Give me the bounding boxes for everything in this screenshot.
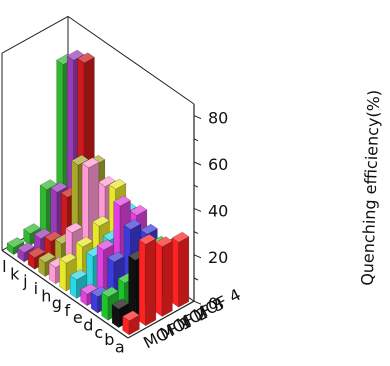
z-tick-label: 0 <box>208 294 218 313</box>
bar-top-face <box>155 236 173 248</box>
z-tick-label: 40 <box>208 201 228 220</box>
chart-bars <box>6 49 190 336</box>
z-minor-tick <box>193 184 199 188</box>
z-minor-tick <box>193 277 199 281</box>
category-label-k: k <box>10 264 20 283</box>
z-tick-label: 60 <box>208 155 228 174</box>
category-label-d: d <box>83 315 93 334</box>
bar-mof4-a <box>171 231 190 308</box>
category-label-b: b <box>104 330 114 349</box>
bar-top-face <box>39 179 58 191</box>
series-label: MOF 4 <box>190 285 244 325</box>
bar-top-face <box>50 181 68 193</box>
bar-top-face <box>113 195 131 207</box>
bar-front-face <box>138 239 146 327</box>
z-tick-mark <box>193 207 202 212</box>
bar-mof3-a <box>155 236 173 317</box>
bar-top-face <box>77 52 95 64</box>
z-minor-tick <box>193 138 199 142</box>
z-minor-tick <box>193 231 199 235</box>
category-label-g: g <box>52 294 62 313</box>
bar-top-face <box>66 49 85 61</box>
bar-top-face <box>96 239 115 251</box>
bar-top-face <box>107 251 125 263</box>
bar-top-face <box>38 252 56 263</box>
category-label-h: h <box>41 286 51 305</box>
category-label-l: l <box>2 257 6 276</box>
bar-top-face <box>111 298 130 310</box>
z-tick-label: 20 <box>208 248 228 267</box>
bar-mof1-a <box>122 310 140 336</box>
bar-side-face <box>161 240 173 317</box>
bar-side-face <box>145 238 157 327</box>
bar-top-face <box>81 157 100 169</box>
bar-front-face <box>155 241 163 317</box>
bar-top-face <box>44 230 62 242</box>
side-wall-top-edge <box>67 15 195 105</box>
bar-front-face <box>86 251 94 290</box>
bar-top-face <box>23 223 41 235</box>
category-label-f: f <box>64 301 70 320</box>
bar-top-face <box>140 223 158 235</box>
z-tick-mark <box>193 300 202 305</box>
bar-top-face <box>71 154 89 166</box>
category-label-c: c <box>94 323 103 342</box>
bar-top-face <box>123 219 142 230</box>
bar-top-face <box>65 222 83 234</box>
category-label-e: e <box>73 308 83 327</box>
bar-front-face <box>128 255 136 319</box>
back-wall-top-edge <box>1 15 69 54</box>
floor-edge-front <box>1 249 129 339</box>
bar-top-face <box>101 286 119 298</box>
bar-mof2-a <box>138 233 157 327</box>
bar-front-face <box>59 258 67 292</box>
category-label-a: a <box>115 337 125 356</box>
category-label-i: i <box>34 279 38 298</box>
bar-top-face <box>75 236 94 248</box>
bar-front-face <box>171 237 179 308</box>
z-tick-mark <box>193 161 202 166</box>
bar-top-face <box>138 233 157 245</box>
z-axis-label: Quenching efficiency(%) <box>358 90 384 287</box>
bar-top-face <box>92 215 110 227</box>
bar-top-face <box>122 310 140 322</box>
z-tick-mark <box>193 115 202 120</box>
bar-top-face <box>108 178 127 190</box>
bar-top-face <box>129 204 148 216</box>
bar-top-face <box>69 269 88 281</box>
bar-side-face <box>178 236 190 308</box>
bar-top-face <box>6 237 25 248</box>
bar-mof1-f <box>69 269 88 299</box>
bar-top-face <box>59 252 77 264</box>
bar-top-face <box>17 242 35 253</box>
bar-top-face <box>27 247 46 258</box>
bar-top-face <box>171 231 190 243</box>
z-tick-mark <box>193 254 202 259</box>
floor-edge-right <box>127 300 195 339</box>
bar-front-face <box>39 184 47 237</box>
bar-top-face <box>80 283 98 295</box>
bar-top-face <box>98 176 116 187</box>
z-tick-label: 80 <box>208 109 228 128</box>
category-label-j: j <box>22 272 27 291</box>
bar-top-face <box>33 228 52 239</box>
bar-mof1-b <box>111 298 130 329</box>
